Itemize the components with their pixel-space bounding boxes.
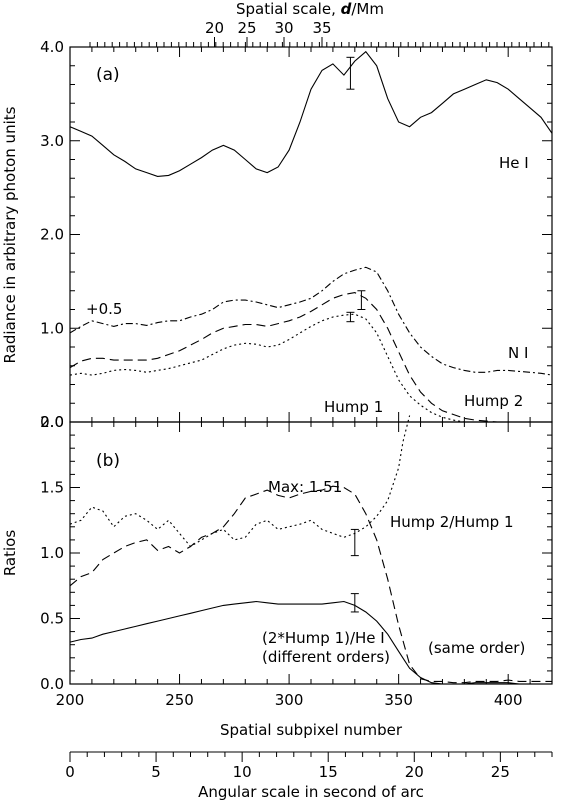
y-tick-label: 1.0	[40, 319, 64, 337]
x-tick-label: 300	[275, 691, 304, 709]
panel-a-y-axis: 0.0 1.0 2.0 3.0 4.0	[40, 38, 553, 431]
panel-b-y-axis: 0.0 0.5 1.0 1.5 2.0	[40, 413, 552, 693]
series-line	[69, 485, 552, 684]
annotation-plus-0-5: +0.5	[86, 300, 122, 318]
panel-b-xlabel: Spatial subpixel number	[220, 721, 403, 739]
y-tick-label: 2.0	[40, 226, 64, 244]
angular-tick-label: 5	[151, 763, 161, 781]
panel-a-label: (a)	[96, 65, 120, 85]
angular-axis-label: Angular scale in second of arc	[198, 783, 424, 801]
panel-a-ylabel: Radiance in arbitrary photon units	[1, 106, 19, 363]
panel-b-series	[69, 415, 552, 685]
top-tick-label: 30	[274, 19, 293, 37]
panel-b-error-bars	[350, 528, 359, 613]
annotation-he-i: He I	[499, 154, 529, 172]
panel-b: 0.0 0.5 1.0 1.5 2.0 200 250 300 350 400 Ratios S…	[1, 413, 553, 739]
annotation-max: Max: 1.51	[268, 478, 342, 496]
panel-a-series	[69, 50, 553, 423]
angular-tick-label: 0	[65, 763, 75, 781]
y-tick-label: 1.0	[40, 544, 64, 562]
panel-b-ylabel: Ratios	[1, 530, 19, 577]
y-tick-label: 0.0	[40, 413, 64, 431]
y-tick-label: 0.0	[40, 675, 64, 693]
y-tick-label: 3.0	[40, 132, 64, 150]
x-tick-label: 400	[494, 691, 523, 709]
panel-a-top-axis: 20 25 30 35	[89, 19, 550, 47]
panel-a-top-axis-label: Spatial scale, d/Mm	[236, 0, 384, 18]
annotation-hump-1: Hump 1	[324, 398, 383, 416]
top-tick-label: 35	[312, 19, 331, 37]
panel-b-x-axis: 200 250 300 350 400	[56, 422, 553, 709]
series-line	[69, 313, 552, 423]
series-line	[69, 50, 553, 177]
angular-tick-label: 10	[233, 763, 252, 781]
panel-a-frame	[69, 46, 553, 423]
annotation-same-order: (same order)	[428, 639, 525, 657]
panel-b-label: (b)	[96, 451, 120, 471]
annotation-hump2-hump1: Hump 2/Hump 1	[390, 513, 514, 531]
angular-axis-ticks: 0 5 10 15 20 25	[65, 752, 553, 781]
x-tick-label: 200	[56, 691, 85, 709]
annotation-different-orders: (different orders)	[262, 648, 390, 666]
panel-a: 0.0 1.0 2.0 3.0 4.0 20 25 30 35 Spatial scale, …	[1, 0, 553, 431]
y-tick-label: 2.0	[40, 413, 64, 431]
y-tick-label: 0.5	[40, 610, 64, 628]
angular-tick-label: 20	[405, 763, 424, 781]
series-line	[69, 415, 411, 548]
y-tick-label: 4.0	[40, 38, 64, 56]
panel-a-error-bars	[346, 56, 366, 323]
series-line	[69, 292, 552, 423]
x-tick-label: 350	[384, 691, 413, 709]
annotation-hump-2: Hump 2	[464, 392, 523, 410]
y-tick-label: 1.5	[40, 479, 64, 497]
series-line	[69, 600, 552, 685]
angular-axis: 0 5 10 15 20 25 Angular scale in second of ar…	[65, 751, 553, 801]
top-tick-label: 25	[237, 19, 256, 37]
series-line	[69, 266, 553, 376]
angular-tick-label: 25	[491, 763, 510, 781]
annotation-2hump1-hei: (2*Hump 1)/He I	[262, 629, 385, 647]
angular-tick-label: 15	[319, 763, 338, 781]
x-tick-label: 250	[165, 691, 194, 709]
top-tick-label: 20	[205, 19, 224, 37]
annotation-n-i: N I	[508, 344, 528, 362]
